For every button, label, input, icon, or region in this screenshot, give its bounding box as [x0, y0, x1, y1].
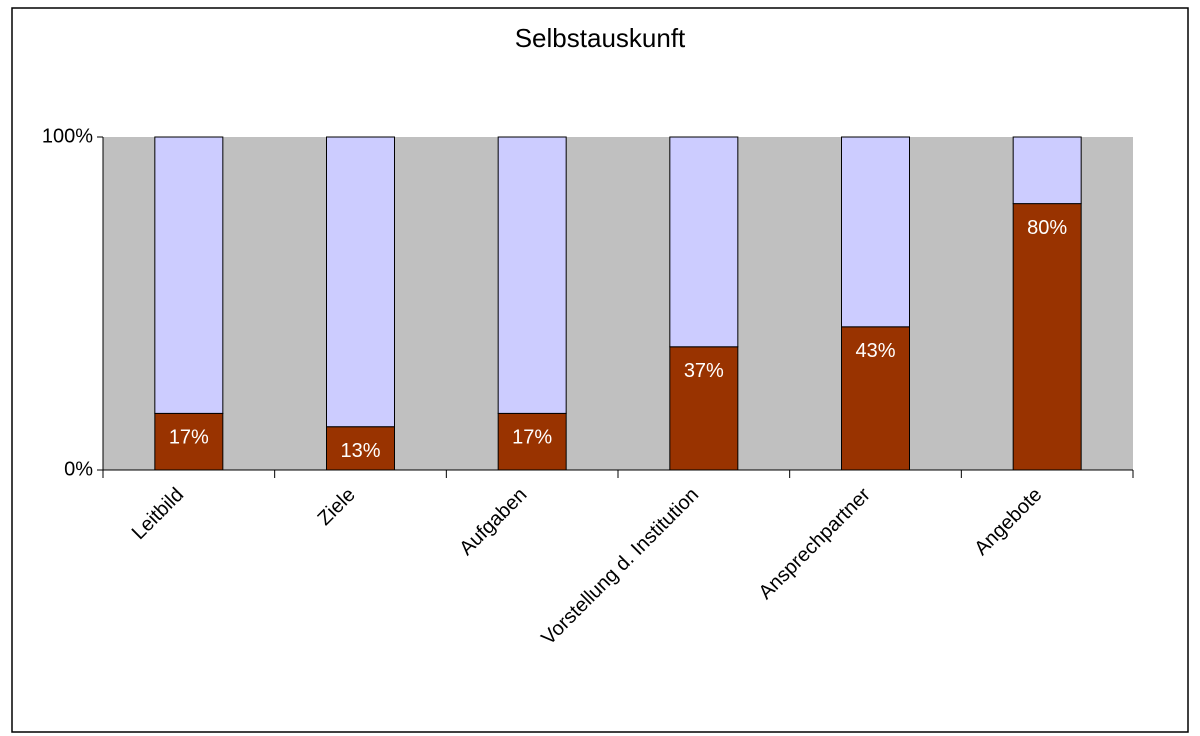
- bar-segment: [669, 346, 739, 471]
- bar-segment: [497, 412, 567, 471]
- bar-segment: [154, 136, 224, 414]
- bar-segment: [1012, 203, 1082, 471]
- y-tick-label: 100%: [42, 125, 93, 147]
- data-label: 43%: [855, 340, 895, 362]
- bar-segment: [497, 136, 567, 414]
- chart-title: Selbstauskunft: [515, 23, 686, 53]
- bar-segment: [841, 326, 910, 471]
- data-label: 17%: [512, 427, 552, 449]
- data-label: 13%: [340, 440, 380, 462]
- bar-segment: [154, 412, 224, 471]
- bar-segment: [1012, 136, 1082, 205]
- data-label: 80%: [1027, 217, 1067, 239]
- plot-area: [103, 137, 1133, 470]
- bar-segment: [326, 136, 395, 428]
- bar-segment: [841, 136, 910, 328]
- bar-segment: [326, 426, 395, 471]
- data-label: 37%: [684, 360, 724, 382]
- y-tick-label: 0%: [64, 458, 93, 480]
- bar-segment: [669, 136, 739, 348]
- data-label: 17%: [169, 427, 209, 449]
